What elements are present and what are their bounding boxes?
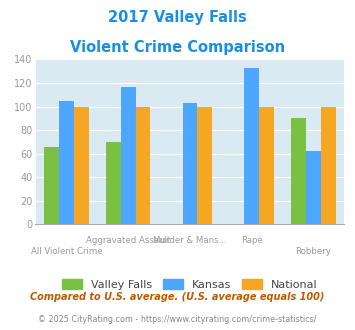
Text: © 2025 CityRating.com - https://www.cityrating.com/crime-statistics/: © 2025 CityRating.com - https://www.city… — [38, 315, 317, 324]
Text: Aggravated Assault: Aggravated Assault — [86, 236, 170, 245]
Bar — [121, 86, 136, 224]
Text: 2017 Valley Falls: 2017 Valley Falls — [108, 10, 247, 25]
Text: Compared to U.S. average. (U.S. average equals 100): Compared to U.S. average. (U.S. average … — [30, 292, 325, 302]
Bar — [59, 101, 74, 224]
Bar — [136, 107, 151, 224]
Bar — [259, 107, 274, 224]
Bar — [44, 147, 59, 224]
Bar — [197, 107, 212, 224]
Bar — [182, 103, 197, 224]
Bar — [244, 68, 259, 224]
Bar — [74, 107, 89, 224]
Text: Murder & Mans...: Murder & Mans... — [153, 236, 227, 245]
Legend: Valley Falls, Kansas, National: Valley Falls, Kansas, National — [62, 280, 318, 290]
Text: Robbery: Robbery — [295, 247, 332, 256]
Bar — [321, 107, 336, 224]
Bar — [106, 142, 121, 224]
Text: Rape: Rape — [241, 236, 263, 245]
Bar — [291, 118, 306, 224]
Text: All Violent Crime: All Violent Crime — [31, 247, 102, 256]
Bar — [306, 151, 321, 224]
Text: Violent Crime Comparison: Violent Crime Comparison — [70, 40, 285, 54]
